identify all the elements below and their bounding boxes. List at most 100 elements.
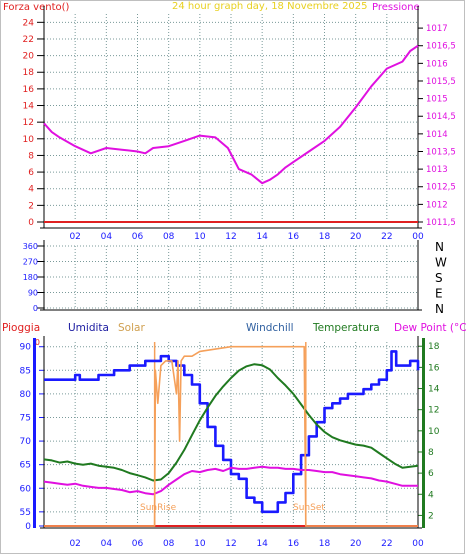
bot-left-tick-label: 75: [20, 413, 31, 423]
top-right-tick-label: 1011,5: [426, 218, 456, 228]
legend-temperatura: Temperatura: [312, 322, 380, 334]
bot-right-tick-label: 2: [428, 511, 434, 521]
bot-x-tick-label: 08: [163, 539, 175, 549]
bot-right-tick-label: 16: [428, 363, 440, 373]
bot-left-tick-label: 80: [20, 390, 32, 400]
bot-left-tick-label: 85: [20, 366, 31, 376]
top-panel-grid: [44, 14, 419, 223]
bottom-panel-series: [43, 342, 420, 527]
top-left-tick-label: 10: [23, 135, 35, 145]
top-left-tick-label: 2: [28, 201, 34, 211]
legend-windchill: Windchill: [246, 322, 294, 334]
mid-compass-label: N: [435, 240, 444, 254]
top-right-tick-label: 1016,5: [426, 42, 456, 52]
top-x-tick-label: 10: [194, 232, 206, 242]
temperature-line: [43, 363, 419, 482]
sunrise-label: SunRise: [140, 503, 177, 513]
top-x-tick-label: 16: [288, 232, 300, 242]
top-left-tick-label: 24: [23, 18, 35, 28]
legend-umidita: Umidita: [68, 322, 109, 334]
temperature-axis-bar: [422, 338, 425, 528]
top-right-tick-label: 1015,5: [426, 77, 456, 87]
top-left-tick-label: 18: [23, 68, 35, 78]
bot-left-tick-label: 0: [25, 522, 31, 532]
top-x-tick-label: 20: [350, 232, 362, 242]
bot-left-tick-label: 60: [20, 484, 32, 494]
top-left-label: Forza vento(): [3, 2, 70, 13]
top-x-tick-label: 02: [69, 232, 80, 242]
wind-direction-grid: [44, 245, 419, 309]
top-right-tick-label: 1017: [426, 24, 448, 34]
top-left-tick-label: 12: [23, 118, 34, 128]
dewpoint-line: [43, 465, 418, 496]
bot-x-tick-label: 02: [69, 539, 80, 549]
sunset-label: SunSet: [293, 503, 325, 513]
solar-line: [44, 345, 418, 527]
top-x-tick-label: 12: [225, 232, 236, 242]
bot-x-tick-label: 18: [319, 539, 331, 549]
bot-x-tick-label: 06: [132, 539, 144, 549]
bot-x-tick-label: 12: [225, 539, 236, 549]
mid-left-tick-label: 180: [23, 273, 38, 282]
top-x-tick-label: 22: [381, 232, 392, 242]
top-left-tick-label: 14: [23, 102, 35, 112]
rain-axis-label: 0: [35, 338, 40, 347]
mid-compass-label: N: [435, 302, 444, 316]
top-left-tick-label: 16: [23, 85, 35, 95]
legend-solar: Solar: [118, 322, 145, 334]
bot-right-tick-label: 18: [428, 342, 440, 352]
mid-compass-label: W: [435, 256, 447, 270]
top-x-tick-label: 14: [256, 232, 268, 242]
top-left-tick-label: 4: [28, 185, 34, 195]
humidity-axis-bar: [33, 338, 36, 528]
top-x-tick-label: 18: [319, 232, 331, 242]
top-right-tick-label: 1012,5: [426, 183, 456, 193]
top-x-tick-label: 00: [412, 232, 424, 242]
bot-x-tick-label: 20: [350, 539, 362, 549]
bot-left-tick-label: 90: [20, 343, 32, 353]
legend-dewpoint: Dew Point (°C): [394, 322, 466, 334]
bot-x-tick-label: 10: [194, 539, 206, 549]
bottom-panel-axes: 02 04 06 08 10 12 14 16 18 20 22 000556065707580859…: [20, 336, 440, 549]
top-x-tick-label: 04: [101, 232, 113, 242]
top-panel-series: [43, 44, 419, 223]
humidity-line: [44, 350, 420, 514]
bot-right-tick-label: 8: [428, 448, 434, 458]
bot-right-tick-label: 12: [428, 406, 439, 416]
top-x-tick-label: 06: [132, 232, 144, 242]
top-right-label: Pressione: [372, 2, 420, 13]
mid-left-tick-label: 0: [33, 304, 38, 313]
bot-x-tick-label: 22: [381, 539, 392, 549]
top-right-tick-label: 1013: [426, 165, 448, 175]
top-right-tick-label: 1014: [426, 130, 448, 140]
mid-compass-label: S: [435, 271, 443, 285]
mid-compass-label: E: [435, 287, 443, 301]
top-right-tick-label: 1013,5: [426, 147, 456, 157]
mid-left-tick-label: 270: [23, 258, 38, 267]
bot-x-tick-label: 00: [412, 539, 424, 549]
mid-left-tick-label: 360: [23, 242, 38, 251]
bot-x-tick-label: 16: [288, 539, 300, 549]
top-right-tick-label: 1012: [426, 200, 448, 210]
top-right-tick-label: 1016: [426, 59, 448, 69]
bot-x-tick-label: 14: [256, 539, 268, 549]
top-left-tick-label: 8: [28, 151, 34, 161]
bot-left-tick-label: 55: [20, 508, 31, 518]
top-left-tick-label: 0: [28, 218, 34, 228]
bot-right-tick-label: 4: [428, 490, 434, 500]
bot-right-tick-label: 6: [428, 469, 434, 479]
chart-title: 24 hour graph day, 18 Novembre 2025: [172, 1, 368, 12]
top-x-tick-label: 08: [163, 232, 175, 242]
bot-left-tick-label: 65: [20, 461, 31, 471]
top-panel-axes: 02 04 06 08 10 12 14 16 18 20 22 000246810121416182…: [23, 6, 456, 242]
pressure-line: [43, 44, 419, 185]
mid-left-tick-label: 90: [28, 289, 38, 298]
top-right-tick-label: 1014,5: [426, 112, 456, 122]
bottom-panel-grid: [44, 342, 419, 526]
bot-right-tick-label: 14: [428, 385, 440, 395]
top-left-tick-label: 20: [23, 52, 35, 62]
top-left-tick-label: 22: [23, 35, 34, 45]
